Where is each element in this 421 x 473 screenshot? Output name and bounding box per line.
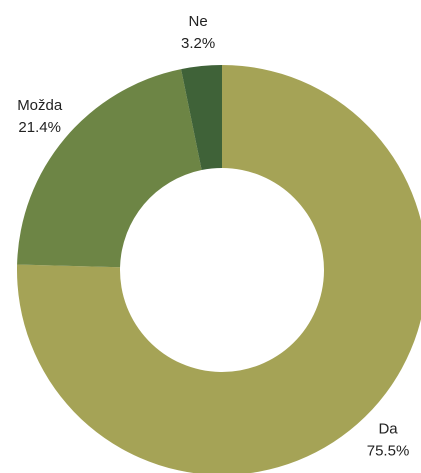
- donut-slice: [181, 65, 222, 171]
- slice-label: Ne: [189, 13, 208, 30]
- slice-label: Da: [378, 420, 398, 437]
- slice-value-label: 3.2%: [181, 35, 215, 52]
- slice-value-label: 75.5%: [367, 442, 410, 459]
- donut-slice: [17, 65, 421, 473]
- donut-slice: [17, 69, 202, 268]
- slice-label: Možda: [17, 97, 63, 114]
- slice-value-label: 21.4%: [18, 119, 61, 136]
